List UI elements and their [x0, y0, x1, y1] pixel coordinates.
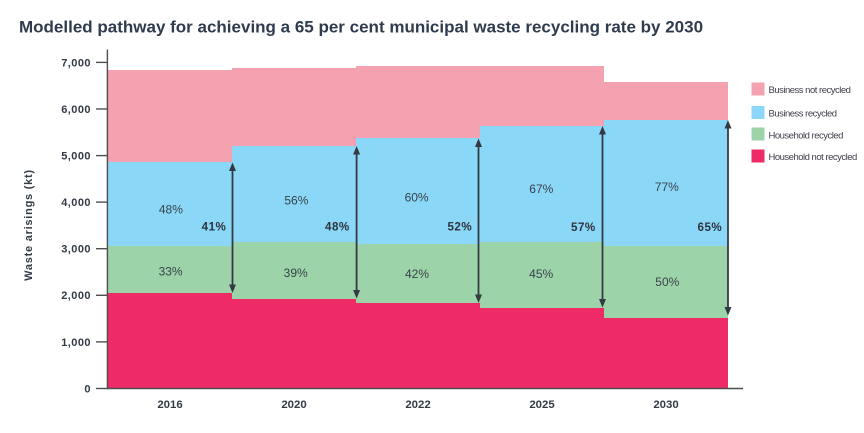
svg-text:Household not recycled: Household not recycled: [769, 152, 857, 163]
svg-text:5,000: 5,000: [61, 151, 91, 163]
svg-text:Waste arisings (kt): Waste arisings (kt): [23, 169, 35, 281]
svg-text:2016: 2016: [157, 399, 182, 411]
svg-text:57%: 57%: [571, 221, 596, 234]
svg-text:2020: 2020: [281, 399, 306, 411]
svg-text:65%: 65%: [698, 221, 723, 234]
svg-text:33%: 33%: [159, 264, 183, 278]
svg-text:60%: 60%: [405, 190, 429, 204]
svg-text:2,000: 2,000: [61, 290, 91, 302]
svg-text:52%: 52%: [447, 221, 472, 234]
svg-text:77%: 77%: [655, 180, 679, 194]
svg-text:41%: 41%: [202, 221, 227, 234]
svg-text:4,000: 4,000: [61, 197, 91, 209]
svg-text:39%: 39%: [284, 266, 308, 280]
svg-text:3,000: 3,000: [61, 244, 91, 256]
svg-text:45%: 45%: [529, 267, 553, 281]
svg-text:2025: 2025: [529, 399, 555, 411]
svg-text:Household recycled: Household recycled: [769, 130, 844, 141]
svg-text:Business not recycled: Business not recycled: [769, 85, 851, 96]
svg-text:1,000: 1,000: [61, 337, 91, 349]
svg-text:2030: 2030: [653, 399, 678, 411]
svg-text:56%: 56%: [284, 194, 308, 208]
svg-text:2022: 2022: [405, 399, 430, 411]
svg-text:6,000: 6,000: [61, 104, 91, 116]
svg-text:7,000: 7,000: [61, 57, 91, 69]
svg-text:48%: 48%: [325, 221, 350, 234]
svg-text:Business recycled: Business recycled: [769, 109, 837, 120]
svg-text:67%: 67%: [529, 182, 553, 196]
svg-text:Modelled pathway for achieving: Modelled pathway for achieving a 65 per …: [19, 18, 703, 37]
svg-text:50%: 50%: [655, 275, 679, 289]
svg-text:0: 0: [84, 383, 91, 395]
svg-text:42%: 42%: [405, 267, 429, 281]
svg-text:48%: 48%: [159, 202, 183, 216]
